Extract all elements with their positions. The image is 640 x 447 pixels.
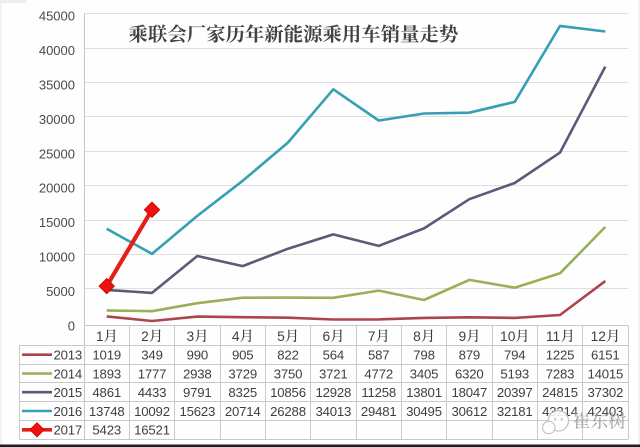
- svg-text:3729: 3729: [228, 366, 257, 381]
- svg-text:8: 8: [413, 329, 421, 344]
- svg-text:35000: 35000: [39, 78, 75, 93]
- svg-text:10: 10: [500, 329, 516, 344]
- svg-text:587: 587: [368, 348, 389, 363]
- svg-text:11: 11: [546, 329, 560, 344]
- svg-text:4772: 4772: [364, 366, 393, 381]
- svg-text:29481: 29481: [361, 404, 397, 419]
- svg-text:25000: 25000: [39, 146, 75, 161]
- svg-text:18047: 18047: [451, 385, 487, 400]
- svg-text:6151: 6151: [591, 348, 620, 363]
- svg-text:45000: 45000: [39, 9, 75, 24]
- svg-text:794: 794: [504, 348, 525, 363]
- svg-text:40000: 40000: [39, 43, 75, 58]
- svg-text:1893: 1893: [92, 366, 121, 381]
- svg-text:10000: 10000: [39, 250, 75, 265]
- svg-text:20397: 20397: [497, 385, 533, 400]
- svg-text:3405: 3405: [410, 366, 439, 381]
- svg-text:1225: 1225: [546, 348, 575, 363]
- svg-text:5: 5: [277, 329, 285, 344]
- svg-text:2013: 2013: [54, 348, 83, 363]
- svg-text:5193: 5193: [500, 366, 529, 381]
- svg-text:3750: 3750: [274, 366, 303, 381]
- svg-text:20000: 20000: [39, 181, 75, 196]
- svg-text:32181: 32181: [497, 404, 533, 419]
- svg-text:1: 1: [96, 329, 104, 344]
- svg-text:14015: 14015: [587, 366, 623, 381]
- svg-text:1777: 1777: [138, 366, 167, 381]
- svg-text:905: 905: [232, 348, 253, 363]
- svg-text:24815: 24815: [542, 385, 578, 400]
- svg-text:15000: 15000: [39, 215, 75, 230]
- svg-text:12928: 12928: [315, 385, 351, 400]
- svg-text:2014: 2014: [54, 366, 83, 381]
- svg-text:20714: 20714: [225, 404, 261, 419]
- svg-text:1019: 1019: [92, 348, 121, 363]
- svg-text:2: 2: [141, 329, 149, 344]
- svg-text:26288: 26288: [270, 404, 306, 419]
- svg-text:2017: 2017: [54, 423, 83, 438]
- svg-text:3721: 3721: [319, 366, 348, 381]
- svg-text:9791: 9791: [183, 385, 212, 400]
- svg-text:5423: 5423: [92, 423, 121, 438]
- svg-text:30000: 30000: [39, 112, 75, 127]
- svg-text:13748: 13748: [89, 404, 125, 419]
- svg-text:5000: 5000: [46, 284, 75, 299]
- svg-text:15623: 15623: [179, 404, 215, 419]
- svg-text:30495: 30495: [406, 404, 442, 419]
- svg-text:2016: 2016: [54, 404, 83, 419]
- svg-text:2015: 2015: [54, 385, 83, 400]
- svg-text:16521: 16521: [134, 423, 170, 438]
- svg-text:11258: 11258: [361, 385, 396, 400]
- svg-text:4861: 4861: [92, 385, 121, 400]
- svg-text:564: 564: [323, 348, 344, 363]
- svg-text:8325: 8325: [228, 385, 257, 400]
- svg-text:2938: 2938: [183, 366, 212, 381]
- svg-text:4433: 4433: [138, 385, 167, 400]
- svg-text:349: 349: [141, 348, 162, 363]
- svg-text:7: 7: [368, 329, 376, 344]
- svg-text:34013: 34013: [315, 404, 351, 419]
- svg-text:0: 0: [68, 318, 75, 333]
- svg-text:10856: 10856: [270, 385, 306, 400]
- svg-text:7283: 7283: [546, 366, 575, 381]
- svg-text:6320: 6320: [455, 366, 484, 381]
- svg-text:37302: 37302: [587, 385, 623, 400]
- svg-text:12: 12: [591, 329, 606, 344]
- svg-text:990: 990: [187, 348, 208, 363]
- svg-text:10092: 10092: [134, 404, 170, 419]
- svg-text:6: 6: [322, 329, 330, 344]
- svg-text:13801: 13801: [406, 385, 442, 400]
- svg-text:30612: 30612: [451, 404, 487, 419]
- svg-text:879: 879: [459, 348, 480, 363]
- svg-text:798: 798: [413, 348, 434, 363]
- svg-text:9: 9: [458, 329, 466, 344]
- svg-text:3: 3: [186, 329, 194, 344]
- svg-text:822: 822: [277, 348, 298, 363]
- svg-text:4: 4: [232, 329, 240, 344]
